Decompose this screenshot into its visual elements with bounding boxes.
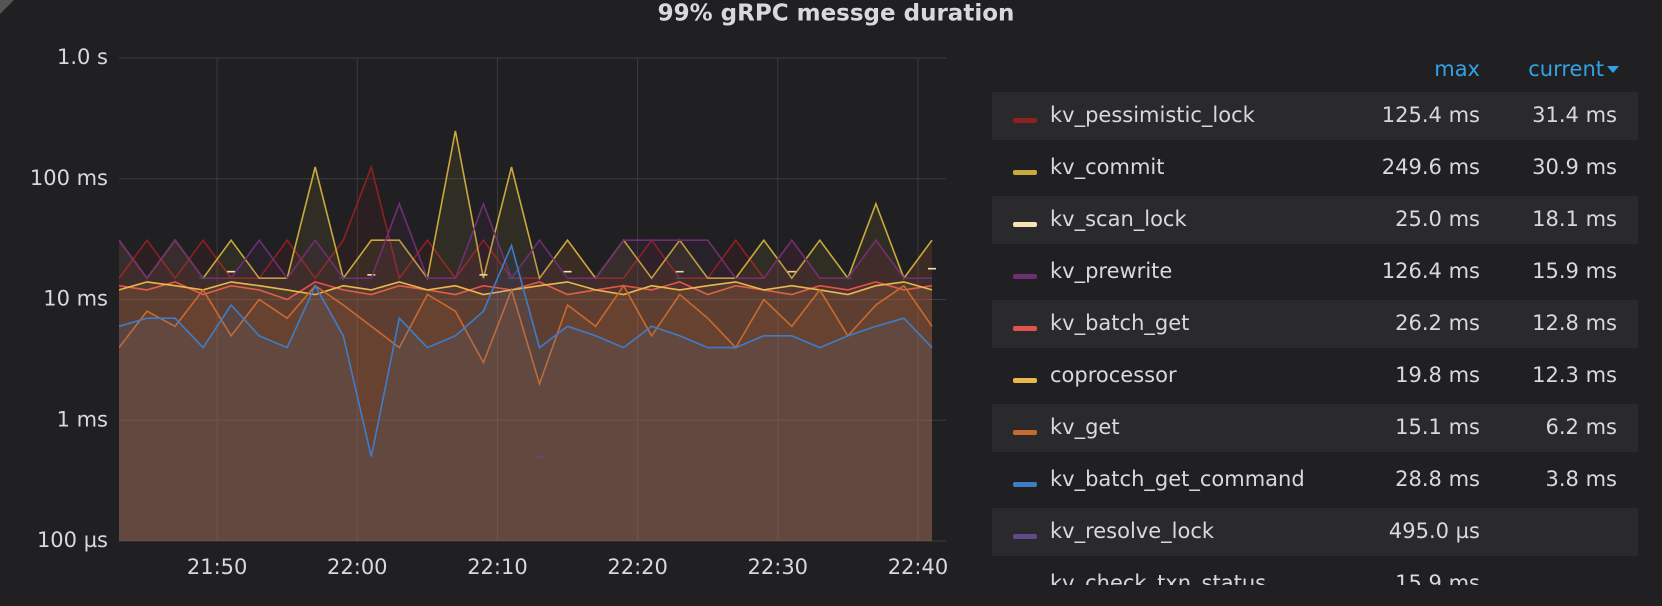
- legend-max: 28.8 ms: [1395, 467, 1480, 491]
- x-tick-label: 21:50: [187, 555, 248, 579]
- legend-max: 249.6 ms: [1382, 155, 1480, 179]
- legend-swatch: [1013, 326, 1037, 331]
- series-line: [119, 281, 933, 301]
- legend-row-bg: [992, 508, 1638, 556]
- legend-current: 30.9 ms: [1532, 155, 1617, 179]
- series-area: [119, 167, 932, 541]
- legend-current: 6.2 ms: [1546, 415, 1617, 439]
- y-tick-label: 100 ms: [30, 166, 108, 190]
- legend-max: 26.2 ms: [1395, 311, 1480, 335]
- legend-swatch: [1013, 274, 1037, 279]
- chart-title: 99% gRPC messge duration: [658, 1, 1015, 27]
- legend-current: 12.3 ms: [1532, 363, 1617, 387]
- legend-name: kv_pessimistic_lock: [1050, 103, 1256, 128]
- legend-name: kv_resolve_lock: [1050, 519, 1215, 544]
- legend-max: 125.4 ms: [1382, 103, 1480, 127]
- legend-max: 19.8 ms: [1395, 363, 1480, 387]
- legend-swatch: [1013, 430, 1037, 435]
- y-tick-label: 1 ms: [57, 407, 108, 431]
- series-line: [119, 281, 933, 296]
- legend-row-bg: [992, 196, 1638, 244]
- legend-max: 15.1 ms: [1395, 415, 1480, 439]
- legend-current: 31.4 ms: [1532, 103, 1617, 127]
- legend-swatch: [1013, 482, 1037, 487]
- legend-row-bg: [992, 92, 1638, 140]
- legend-swatch: [1013, 170, 1037, 175]
- legend-current: 18.1 ms: [1532, 207, 1617, 231]
- x-tick-label: 22:40: [888, 555, 949, 579]
- legend-current: 15.9 ms: [1532, 259, 1617, 283]
- legend-header[interactable]: max: [1434, 57, 1480, 81]
- x-tick-label: 22:10: [467, 555, 528, 579]
- series-area: [119, 285, 932, 541]
- legend-max: 15.9 ms: [1395, 571, 1480, 595]
- x-tick-label: 22:00: [327, 555, 388, 579]
- legend-max: 495.0 µs: [1389, 519, 1480, 543]
- legend: kv_pessimistic_lock 125.4 ms 31.4 ms kv_com…: [992, 92, 1638, 596]
- series-line: [119, 284, 933, 387]
- series-area: [119, 281, 932, 541]
- legend-name: kv_get: [1050, 415, 1120, 440]
- y-tick-label: 1.0 s: [57, 45, 108, 69]
- legend-name: kv_batch_get: [1050, 311, 1189, 336]
- grid: [119, 57, 946, 542]
- legend-name: kv_batch_get_command: [1050, 467, 1305, 492]
- legend-max: 126.4 ms: [1382, 259, 1480, 283]
- legend-row-bg: [992, 300, 1638, 348]
- legend-row-bg: [992, 404, 1638, 452]
- series-line: [119, 130, 933, 281]
- legend-current: 3.8 ms: [1546, 467, 1617, 491]
- series-line: [119, 201, 932, 280]
- legend-name: kv_scan_lock: [1050, 207, 1187, 232]
- legend-header[interactable]: current: [1528, 57, 1604, 81]
- legend-current: 12.8 ms: [1532, 311, 1617, 335]
- legend-swatch: [1013, 222, 1037, 227]
- x-tick-label: 22:20: [607, 555, 668, 579]
- y-tick-label: 10 ms: [43, 287, 108, 311]
- legend-name: coprocessor: [1050, 363, 1177, 387]
- x-tick-label: 22:30: [748, 555, 809, 579]
- series-line: [119, 243, 933, 457]
- y-tick-label: 100 µs: [37, 528, 108, 552]
- legend-swatch: [1013, 534, 1037, 539]
- legend-name: kv_check_txn_status: [1050, 571, 1266, 596]
- legend-swatch: [1013, 378, 1037, 383]
- legend-name: kv_commit: [1050, 155, 1164, 180]
- legend-name: kv_prewrite: [1050, 259, 1172, 284]
- legend-max: 25.0 ms: [1395, 207, 1480, 231]
- series-area: [119, 245, 932, 541]
- sort-caret: [1607, 66, 1619, 73]
- series-area: [119, 281, 932, 541]
- legend-swatch: [1013, 118, 1037, 123]
- plot-area: [119, 130, 936, 542]
- corner-icon[interactable]: [0, 0, 14, 14]
- axes: 100 µs 1 ms 10 ms 100 ms 1.0 s 21:50 22:00 22:1…: [30, 45, 948, 579]
